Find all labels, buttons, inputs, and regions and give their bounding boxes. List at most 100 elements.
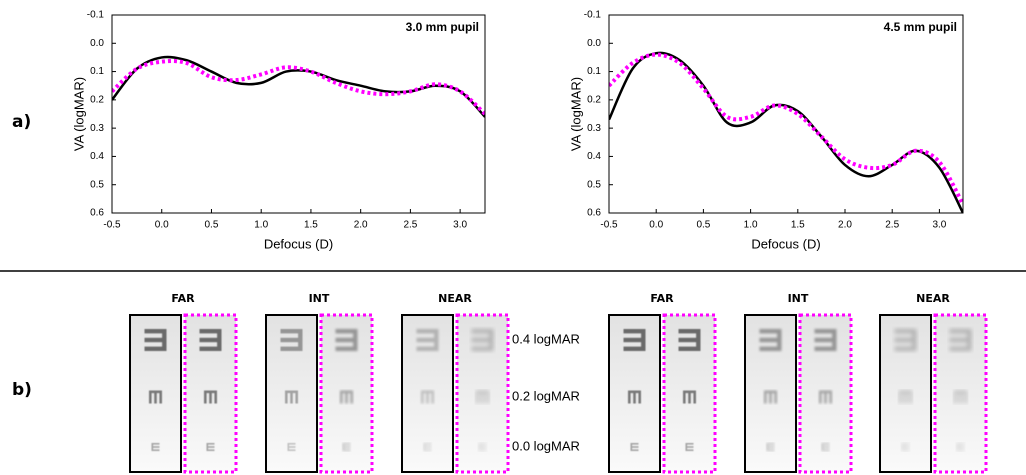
stroke — [633, 390, 636, 404]
stroke — [144, 329, 167, 334]
stroke — [954, 390, 957, 404]
stroke — [206, 449, 215, 451]
stroke — [350, 390, 353, 404]
x-tick-label: 2.5 — [403, 220, 417, 231]
stroke — [894, 329, 917, 334]
stroke — [759, 329, 782, 334]
stroke — [769, 390, 772, 404]
condition-label: FAR — [171, 292, 195, 305]
optotype — [421, 390, 434, 404]
x-tick-label: 0.0 — [155, 220, 169, 231]
image-frame — [455, 313, 510, 474]
level-label: 0.4 logMAR — [512, 331, 580, 346]
optotype — [416, 329, 439, 351]
stroke — [423, 449, 432, 451]
annotation: 4.5 mm pupil — [884, 20, 957, 34]
y-tick-label: 0.3 — [90, 123, 104, 134]
stroke — [964, 390, 967, 404]
condition-label: NEAR — [916, 292, 950, 305]
stroke — [764, 390, 767, 404]
stroke — [678, 329, 701, 334]
optotype — [423, 443, 432, 451]
stroke — [335, 337, 358, 343]
stroke — [290, 390, 293, 404]
image-frame — [744, 314, 797, 473]
condition-label: FAR — [650, 292, 674, 305]
optotype — [894, 329, 917, 351]
y-axis-label: VA (logMAR) — [71, 77, 86, 151]
optotype — [151, 443, 160, 451]
stroke — [901, 443, 910, 445]
x-tick-label: 0.0 — [649, 220, 663, 231]
stroke — [959, 390, 962, 404]
optotype — [287, 443, 296, 451]
stroke — [151, 446, 160, 448]
stroke — [206, 443, 215, 445]
plot-frame — [608, 14, 964, 214]
stroke — [431, 390, 434, 404]
optotype — [759, 329, 782, 351]
stroke — [478, 446, 487, 448]
stroke — [894, 346, 917, 351]
stroke — [421, 390, 424, 404]
stroke — [342, 443, 351, 445]
stroke — [824, 390, 827, 404]
y-tick-label: 0.1 — [587, 66, 601, 77]
optotype — [335, 329, 358, 351]
stroke — [471, 337, 494, 343]
y-tick-label: 0.6 — [587, 208, 601, 219]
stroke — [287, 446, 296, 448]
stroke — [821, 449, 830, 451]
image-frame — [183, 313, 238, 474]
optotype — [478, 443, 487, 451]
stroke — [759, 337, 782, 343]
stroke — [685, 449, 694, 451]
stroke — [287, 443, 296, 445]
y-tick-label: 0.5 — [587, 179, 601, 190]
stroke — [956, 449, 965, 451]
optotype — [199, 329, 222, 351]
x-tick-label: 2.0 — [838, 220, 852, 231]
image-frame — [265, 314, 318, 473]
stroke — [821, 446, 830, 448]
stroke — [345, 390, 348, 404]
x-tick-label: 0.5 — [696, 220, 710, 231]
stroke — [829, 390, 832, 404]
stroke — [199, 329, 222, 334]
stroke — [416, 329, 439, 334]
y-tick-label: 0.4 — [90, 151, 104, 162]
stroke — [814, 346, 837, 351]
series-line — [112, 59, 485, 116]
image-frame — [401, 314, 454, 473]
stroke — [949, 329, 972, 334]
stroke — [340, 390, 343, 404]
optotype — [899, 390, 912, 404]
stroke — [486, 390, 489, 404]
y-tick-label: -0.1 — [87, 10, 105, 21]
level-label: 0.2 logMAR — [512, 388, 580, 403]
stroke — [280, 337, 303, 343]
stroke — [894, 337, 917, 343]
y-tick-label: 0.5 — [90, 179, 104, 190]
optotype — [149, 390, 162, 404]
condition-label: INT — [309, 292, 330, 305]
optotype — [814, 329, 837, 351]
stroke — [630, 446, 639, 448]
optotype — [954, 390, 967, 404]
stroke — [638, 390, 641, 404]
stroke — [149, 390, 152, 404]
optotype — [956, 443, 965, 451]
stroke — [423, 446, 432, 448]
stroke — [766, 449, 775, 451]
optotype — [476, 390, 489, 404]
stroke — [901, 446, 910, 448]
stroke — [280, 329, 303, 334]
y-tick-label: 0.0 — [587, 38, 601, 49]
optotype — [901, 443, 910, 451]
stroke — [814, 329, 837, 334]
stroke — [821, 443, 830, 445]
x-tick-label: 3.0 — [453, 220, 467, 231]
stroke — [678, 337, 701, 343]
series-line — [609, 52, 963, 206]
